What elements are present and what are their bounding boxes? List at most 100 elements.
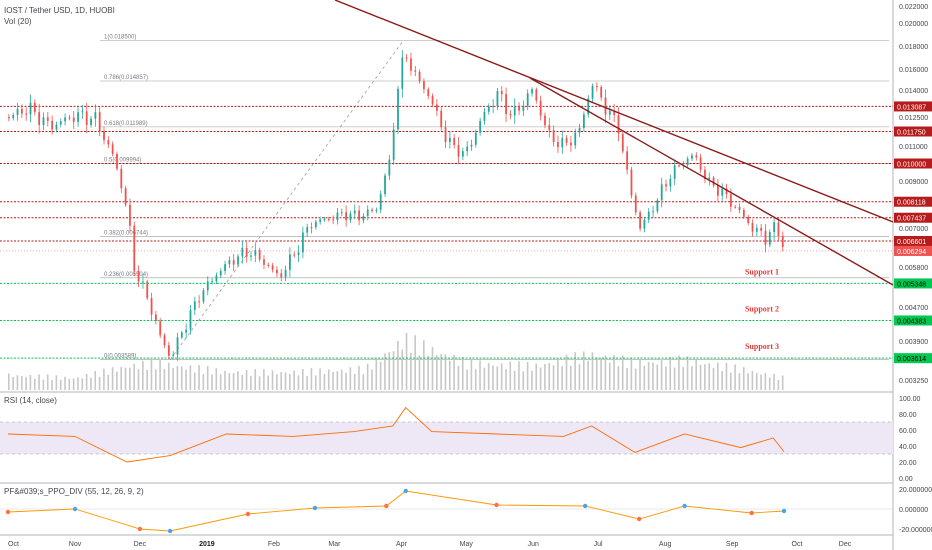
candle-body [98,112,101,132]
candle-body [219,271,222,276]
volume-bar [496,366,499,390]
candle-body [708,177,711,180]
volume-bar [682,367,685,390]
volume-bar [466,369,468,390]
ppo-tick-label: 0.000000 [899,507,928,514]
candle-body [319,219,322,222]
candle-body [263,259,265,265]
volume-bar [314,375,317,390]
candle-body [591,85,594,99]
candle-body [38,112,41,126]
candle-body [77,112,79,122]
candle-body [211,281,213,283]
volume-bar [764,372,767,390]
rsi-tick-label: 40.00 [899,444,917,451]
volume-bar [237,371,239,390]
candle-body [388,159,391,176]
rsi-title: RSI (14, close) [4,396,57,405]
volume-bar [587,360,589,390]
candle-body [557,142,559,148]
candle-body [781,235,784,248]
volume-bar [111,367,114,390]
candle-body [487,106,490,112]
volume-bar [401,349,404,390]
volume-bar [712,368,715,390]
volume-bar [51,379,53,390]
candle-body [90,118,92,125]
volume-bar [548,363,551,390]
time-tick-label: Oct [792,541,803,548]
candle-body [410,58,412,71]
volume-bar [725,362,728,390]
volume-bar [500,363,503,390]
volume-bar [457,366,460,390]
volume-bar [522,371,525,390]
volume-bar [768,377,771,390]
fib-level-label: 0.618(0.011989) [104,121,148,127]
candle-body [180,332,183,338]
ppo-divergence-dot [494,502,499,508]
candle-body [59,121,62,125]
volume-bar [436,355,438,390]
candle-body [241,247,244,257]
candle-body [509,113,512,116]
volume-bar [634,368,637,390]
chart-symbol-title: IOST / Tether USD, 1D, HUOBI [4,6,115,15]
time-tick-label: Apr [396,541,408,548]
candle-body [561,138,564,148]
volume-bar [483,367,486,390]
volume-bar [185,369,187,390]
candle-body [539,100,542,116]
candle-body [224,264,226,272]
candle-body [695,155,698,158]
volume-bar [699,364,702,390]
price-level-label: 0.011750 [897,130,926,137]
volume-bar [626,368,628,390]
rsi-line [7,406,785,463]
candle-body [604,97,607,115]
candle-body [751,223,754,232]
candle-body [133,225,136,271]
volume-bar [289,373,291,390]
ppo-divergence-dot [384,503,389,509]
candle-body [392,129,395,160]
price-level-label: 0.004383 [897,318,926,325]
candle-body [189,310,192,330]
volume-bar [673,367,676,390]
volume-bar [423,340,425,390]
candle-body [742,209,745,217]
volume-bar [600,357,602,390]
volume-bar [552,365,555,390]
candle-body [587,98,590,115]
ppo-divergence-dot [682,503,687,509]
candle-body [492,105,495,107]
time-tick-label: Mar [328,541,341,548]
volume-bar [440,354,442,390]
candle-body [548,125,551,131]
candle-body [366,209,369,217]
volume-bar [68,378,71,390]
fib-level-label: 0.786(0.014857) [104,75,148,81]
volume-bar [639,360,641,390]
candle-body [483,111,486,121]
volume-bar [263,369,265,390]
candle-body [332,219,335,221]
volume-bar [470,358,473,390]
ppo-divergence-dot [5,509,11,515]
fib-level-label: 0(0.003589) [104,354,136,360]
candle-body [652,211,654,213]
candle-body [669,178,672,187]
volume-bar [98,376,101,390]
price-level-label: 0.007437 [897,216,926,223]
volume-bar [146,369,148,390]
volume-bar [327,369,330,390]
candle-body [647,211,650,220]
price-level-badge [894,196,932,207]
volume-bar [665,366,667,390]
price-tick-label: 0.022000 [899,4,928,11]
candle-body [81,111,84,113]
volume-bar [198,365,200,390]
volume-bar [544,364,546,390]
volume-bar [142,360,144,390]
